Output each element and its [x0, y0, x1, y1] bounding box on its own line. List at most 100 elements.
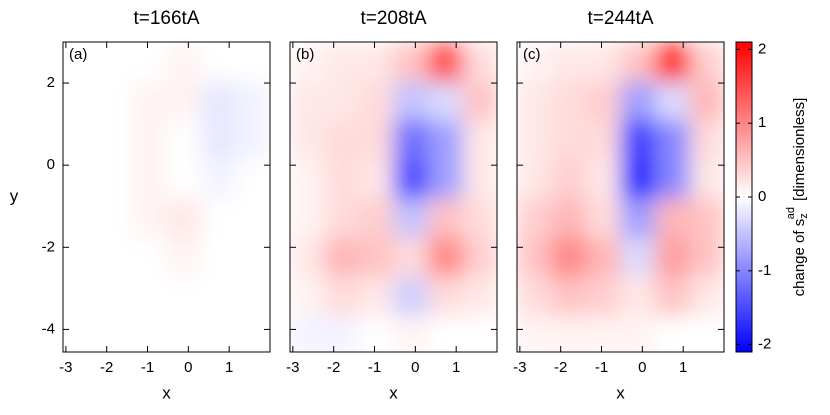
heatmap-cell	[620, 198, 657, 239]
x-tick-label: 1	[452, 359, 460, 376]
heatmap-cell	[166, 198, 203, 239]
heatmap-cell	[393, 81, 430, 122]
heatmap-cell	[97, 315, 133, 352]
label-subscript: z	[798, 213, 810, 219]
heatmap-cell	[166, 81, 203, 122]
heatmap-cell	[689, 159, 724, 200]
panel-label: (a)	[69, 46, 87, 63]
x-tick-label: 1	[225, 359, 233, 376]
heatmap-cell	[393, 159, 430, 200]
x-tick-label: -3	[59, 359, 72, 376]
heatmap-cell	[63, 81, 98, 122]
x-tick-label: -3	[286, 359, 299, 376]
label-superscript: ad	[785, 207, 797, 219]
heatmap-cell	[166, 159, 203, 200]
heatmap-cell	[290, 159, 325, 200]
heatmap-cell	[551, 42, 587, 83]
heatmap-cell	[235, 81, 270, 122]
heatmap-cell	[235, 315, 270, 352]
x-axis-label: x	[162, 383, 171, 402]
x-tick-label: -2	[554, 359, 567, 376]
heatmap-cell	[462, 42, 497, 83]
heatmap-cell	[97, 198, 133, 239]
heatmap-cell	[201, 120, 237, 161]
plot-area	[290, 42, 497, 352]
heatmap-cell	[358, 81, 395, 122]
heatmap-cell	[358, 120, 395, 161]
heatmap-cell	[324, 237, 360, 278]
heatmap-cell	[235, 276, 270, 317]
heatmap-cell	[655, 120, 691, 161]
heatmap-cell	[517, 276, 552, 317]
heatmap-cell	[97, 276, 133, 317]
heatmap-cell	[131, 42, 168, 83]
colorbar-tick-label: -1	[758, 262, 771, 279]
heatmap-cell	[462, 120, 497, 161]
heatmap-cell	[166, 42, 203, 83]
heatmap-cell	[63, 42, 98, 83]
heatmap-cell	[585, 42, 622, 83]
heatmap-cell	[290, 120, 325, 161]
heatmap-cell	[63, 276, 98, 317]
heatmap-cell	[201, 276, 237, 317]
heatmap-cell	[689, 276, 724, 317]
panel-label: (c)	[523, 46, 541, 63]
heatmap-cell	[358, 237, 395, 278]
colorbar-tick-label: 0	[758, 188, 766, 205]
heatmap-cell	[689, 81, 724, 122]
heatmap-cell	[290, 276, 325, 317]
heatmap-cell	[235, 237, 270, 278]
heatmap-cell	[462, 198, 497, 239]
heatmap-cell	[201, 42, 237, 83]
heatmap-cell	[290, 315, 325, 352]
heatmap-cell	[517, 198, 552, 239]
plot-area	[63, 42, 270, 352]
heatmap-cell	[655, 159, 691, 200]
heatmap-cell	[620, 159, 657, 200]
heatmap-cell	[166, 237, 203, 278]
heatmap-cell	[97, 237, 133, 278]
heatmap-cell	[585, 276, 622, 317]
panel-title: t=244tA	[587, 8, 653, 29]
heatmap-cell	[358, 42, 395, 83]
heatmap-cell	[97, 42, 133, 83]
heatmap-cell	[655, 315, 691, 352]
x-tick-label: 1	[679, 359, 687, 376]
heatmap-cell	[235, 159, 270, 200]
x-tick-label: 0	[411, 359, 419, 376]
heatmap-cell	[428, 276, 464, 317]
heatmap-cell	[63, 159, 98, 200]
heatmap-cell	[517, 81, 552, 122]
y-tick-label: 0	[47, 156, 55, 173]
heatmap-cell	[63, 120, 98, 161]
panel-label: (b)	[296, 46, 314, 63]
heatmap-cell	[290, 81, 325, 122]
heatmap-cell	[551, 237, 587, 278]
x-axis-label: x	[616, 383, 625, 402]
heatmap-cell	[290, 237, 325, 278]
heatmap-cell	[517, 42, 552, 83]
heatmap-cell	[428, 81, 464, 122]
heatmap-cell	[689, 237, 724, 278]
heatmap-cell	[551, 159, 587, 200]
heatmap-cell	[428, 315, 464, 352]
heatmap-cell	[131, 237, 168, 278]
panel-title: t=166tA	[133, 8, 199, 29]
heatmap-cell	[428, 120, 464, 161]
heatmap-cell	[131, 276, 168, 317]
label-text: change of s	[791, 219, 808, 297]
heatmap-cell	[63, 237, 98, 278]
heatmap-cell	[689, 42, 724, 83]
heatmap-cell	[131, 81, 168, 122]
heatmap-cell	[201, 237, 237, 278]
heatmap-cell	[131, 315, 168, 352]
heatmap-cell	[358, 315, 395, 352]
heatmap-cell	[620, 81, 657, 122]
heatmap-cell	[166, 120, 203, 161]
colorbar-tick-label: 1	[758, 114, 766, 131]
heatmap-cell	[620, 120, 657, 161]
x-tick-label: -1	[595, 359, 608, 376]
y-tick-label: 2	[47, 74, 55, 91]
heatmap-cell	[517, 237, 552, 278]
heatmap-cell	[462, 159, 497, 200]
